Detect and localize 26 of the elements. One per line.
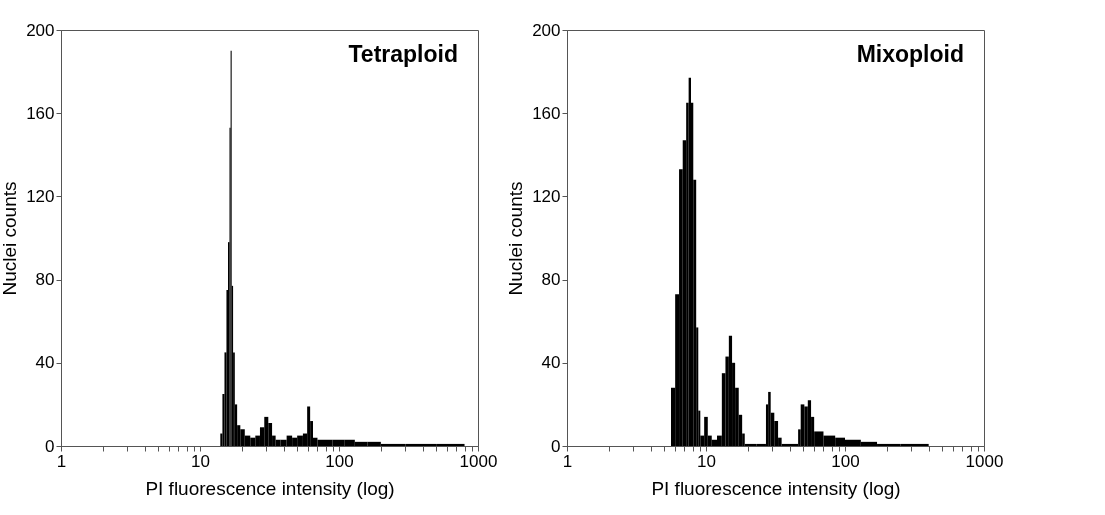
y-tick-label: 40 bbox=[35, 353, 55, 373]
x-tick-label: 1000 bbox=[965, 451, 1004, 471]
annotation: Tetraploid bbox=[348, 41, 458, 67]
y-tick-label: 40 bbox=[541, 353, 561, 373]
x-tick-label: 100 bbox=[325, 451, 354, 471]
y-tick-label: 160 bbox=[26, 103, 55, 123]
x-tick-label: 10 bbox=[191, 451, 210, 471]
y-tick-label: 80 bbox=[35, 270, 55, 290]
x-tick-label: 10 bbox=[697, 451, 716, 471]
x-tick-label: 1 bbox=[562, 451, 573, 471]
y-axis-title: Nuclei counts bbox=[0, 181, 21, 296]
y-axis-title: Nuclei counts bbox=[505, 181, 527, 296]
y-tick-label: 0 bbox=[551, 436, 561, 456]
y-tick-label: 120 bbox=[26, 186, 55, 206]
y-tick-label: 200 bbox=[26, 20, 55, 40]
y-tick-label: 80 bbox=[541, 270, 561, 290]
annotation: Mixoploid bbox=[856, 41, 964, 67]
x-axis-title: PI fluorescence intensity (log) bbox=[145, 477, 395, 499]
x-axis-title: PI fluorescence intensity (log) bbox=[651, 477, 901, 499]
y-tick-label: 120 bbox=[532, 186, 561, 206]
x-tick-label: 1000 bbox=[459, 451, 498, 471]
x-tick-label: 1 bbox=[56, 451, 67, 471]
y-tick-label: 160 bbox=[532, 103, 561, 123]
y-tick-label: 200 bbox=[532, 20, 561, 40]
x-tick-label: 100 bbox=[831, 451, 860, 471]
y-tick-label: 0 bbox=[45, 436, 55, 456]
